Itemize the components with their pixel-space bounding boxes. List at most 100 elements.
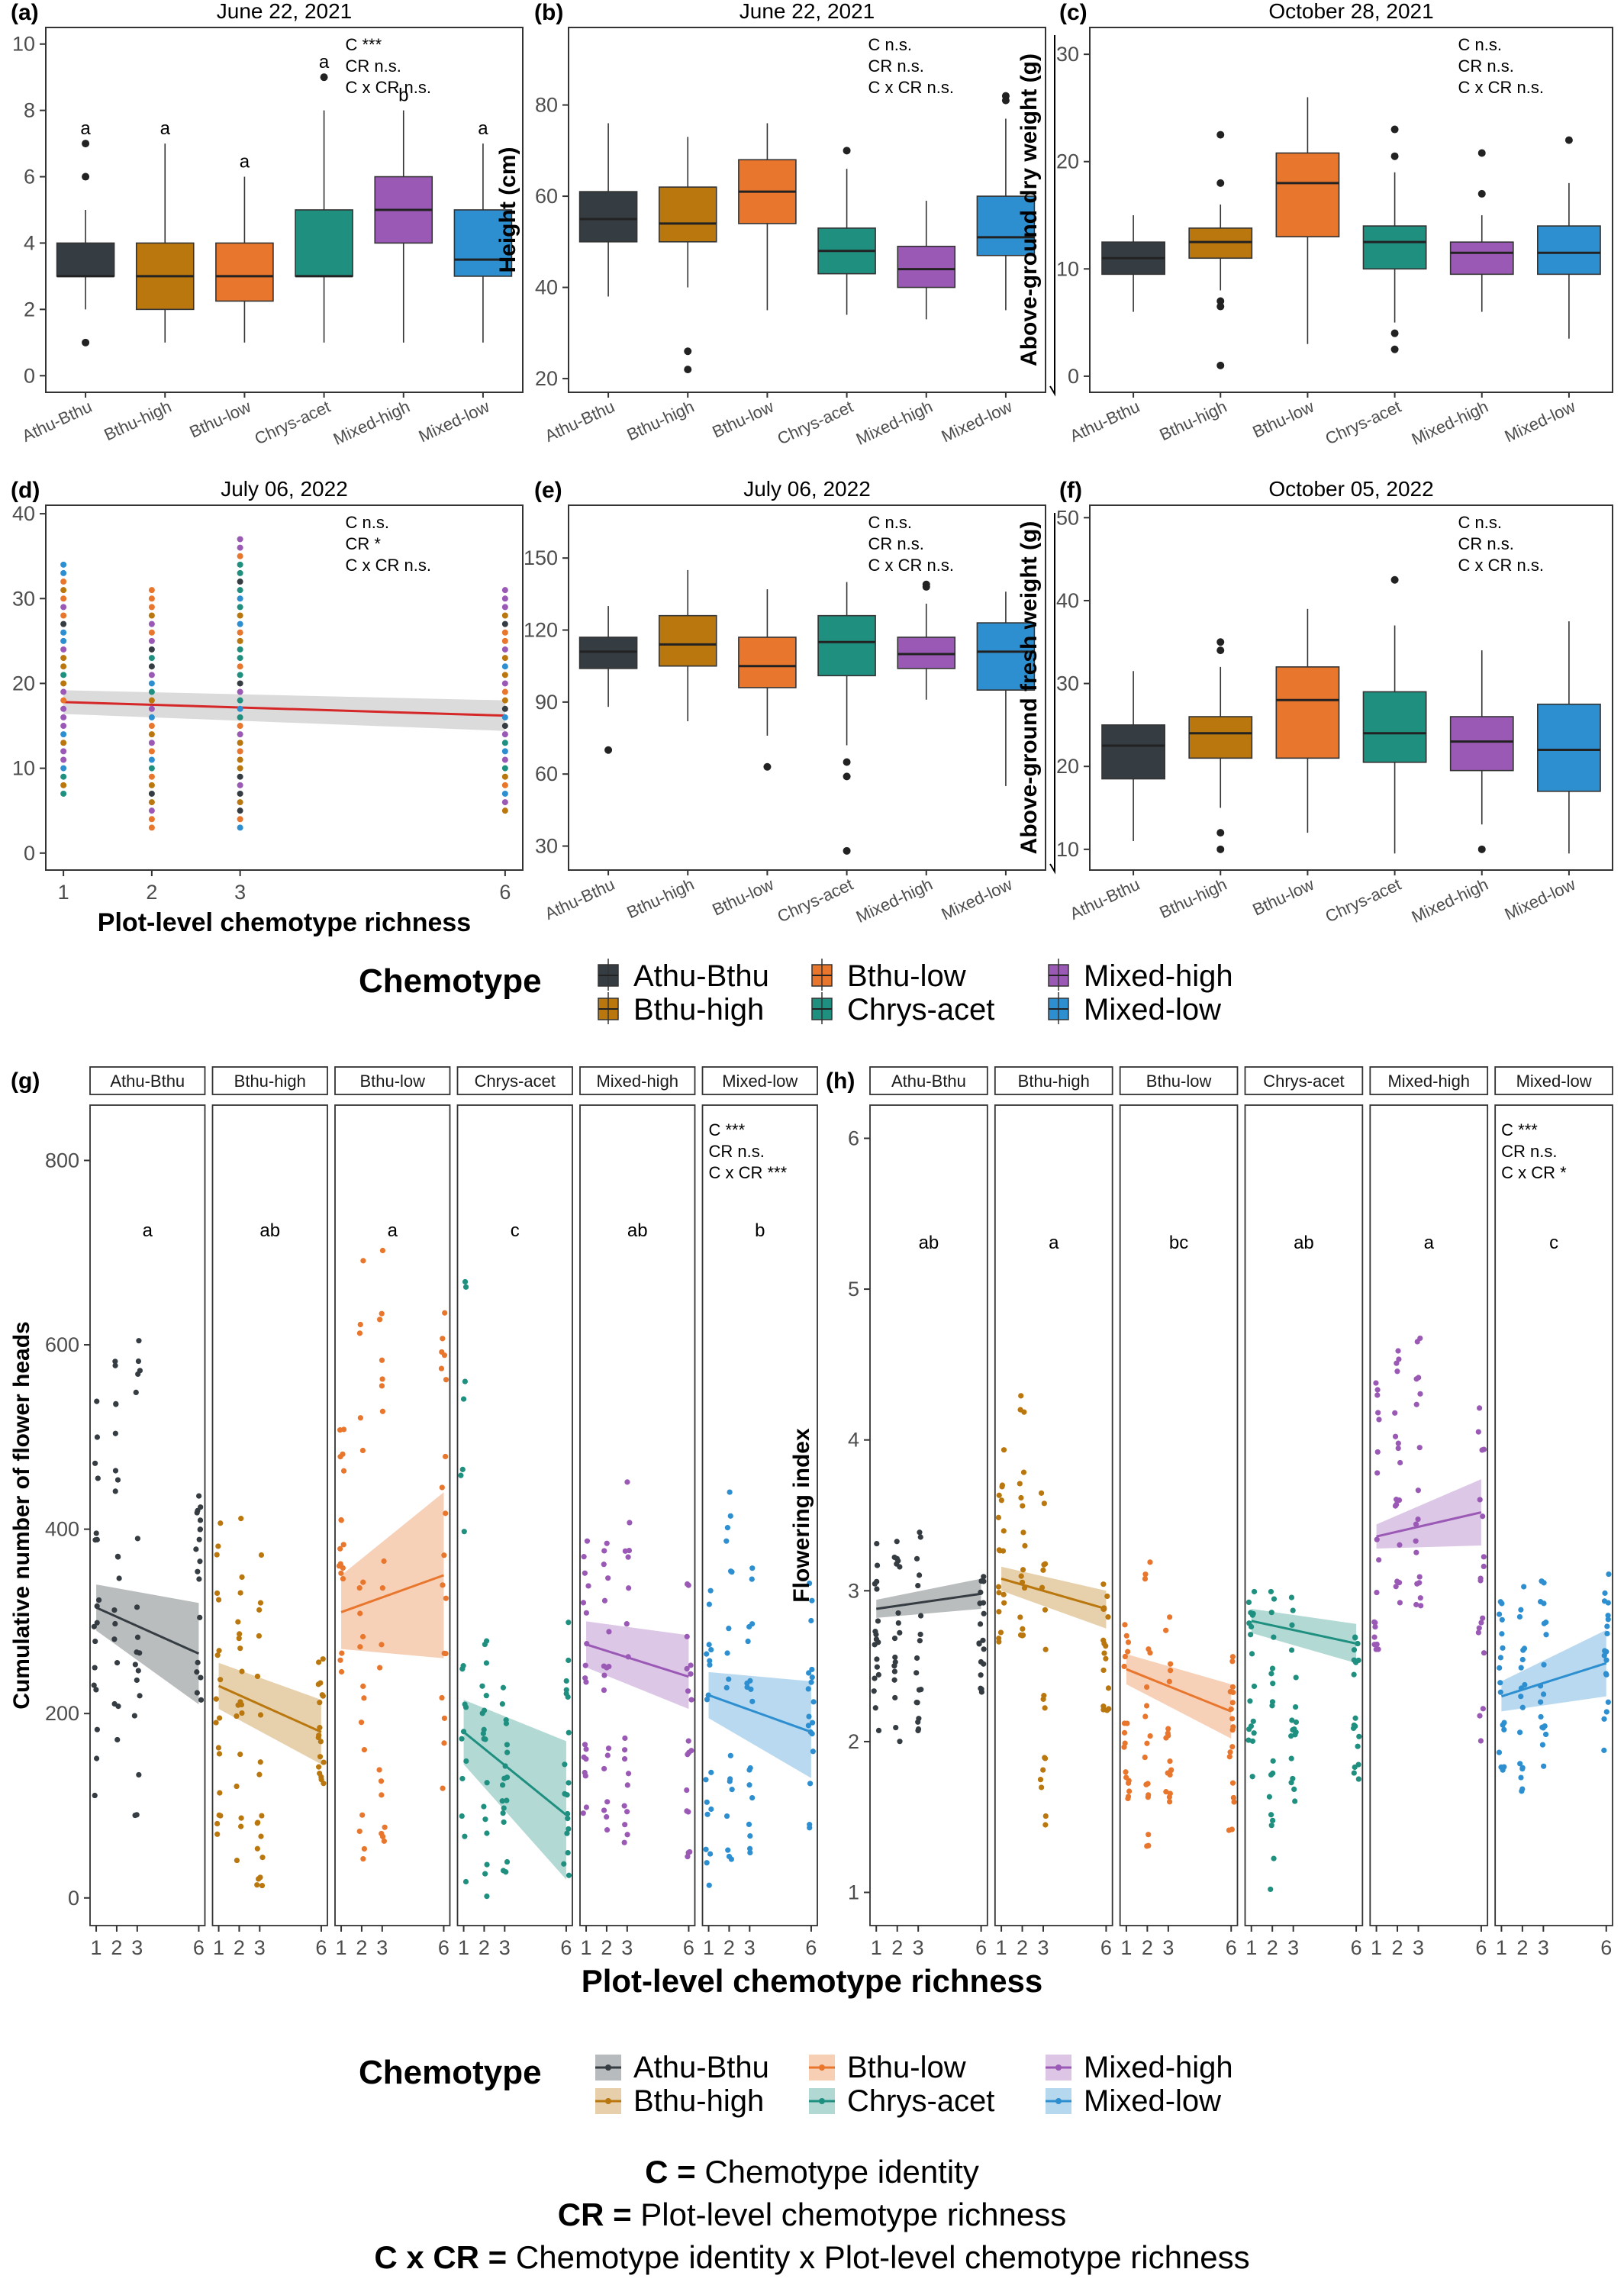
data-point xyxy=(1040,1767,1046,1773)
fit-ci-band xyxy=(708,1671,811,1778)
data-point xyxy=(60,587,67,594)
legend-swatch-dot xyxy=(819,2064,825,2071)
data-point xyxy=(604,1752,611,1758)
data-point xyxy=(112,1488,118,1494)
data-point xyxy=(148,629,155,636)
y-axis-label: Flowering index xyxy=(789,1428,814,1603)
stats-text-line-0: C n.s. xyxy=(1458,35,1502,54)
data-point xyxy=(565,1849,571,1856)
data-point xyxy=(239,1668,245,1674)
data-point xyxy=(237,807,243,814)
data-point xyxy=(92,1665,98,1671)
facet-strip-label: Bthu-low xyxy=(1146,1072,1212,1091)
data-point xyxy=(1394,1501,1400,1507)
y-axis-label: Height (cm) xyxy=(495,147,520,273)
data-point xyxy=(1245,1599,1252,1606)
data-point xyxy=(726,1676,732,1682)
box-body xyxy=(897,245,956,288)
data-point xyxy=(749,1621,756,1627)
data-point xyxy=(875,1618,881,1624)
data-point xyxy=(1124,1720,1130,1726)
data-point xyxy=(997,1548,1003,1554)
data-point xyxy=(1123,1769,1129,1775)
data-point xyxy=(111,1607,118,1613)
data-point xyxy=(1121,1663,1127,1670)
abbreviation-key-term: C = xyxy=(645,2154,704,2190)
data-point xyxy=(114,1660,121,1666)
data-point xyxy=(148,824,155,831)
y-tick-label: 3 xyxy=(848,1579,859,1602)
data-point xyxy=(1038,1490,1045,1496)
box-outlier xyxy=(1216,179,1225,187)
data-point xyxy=(1605,1600,1611,1606)
data-point xyxy=(1144,1684,1150,1691)
data-point xyxy=(237,731,243,738)
data-point xyxy=(980,1637,986,1643)
fit-ci-band xyxy=(1001,1566,1107,1629)
data-point xyxy=(317,1770,323,1777)
x-tick-label: 3 xyxy=(376,1936,388,1959)
data-point xyxy=(810,1720,816,1726)
x-tick-label: 3 xyxy=(744,1936,756,1959)
plot-frame xyxy=(45,27,524,393)
data-point xyxy=(1394,1360,1400,1366)
data-point xyxy=(237,1631,243,1637)
data-point xyxy=(583,1804,590,1810)
facet-Athu-Bthu: Athu-Bthu ab 1 2 3 6 xyxy=(869,1066,988,1959)
data-point xyxy=(501,731,508,738)
data-point xyxy=(237,544,243,551)
data-point xyxy=(708,1806,714,1813)
data-point xyxy=(237,672,243,678)
data-point xyxy=(501,587,508,594)
legend-item-Mixed-low: Mixed-low xyxy=(1084,993,1221,1027)
data-point xyxy=(93,1687,99,1693)
data-point xyxy=(463,1758,469,1765)
data-point xyxy=(501,790,508,797)
legend-swatch-dot xyxy=(1055,2064,1062,2071)
y-tick-label: 4 xyxy=(24,231,35,254)
data-point xyxy=(481,1736,487,1742)
data-point xyxy=(704,1799,710,1805)
data-point xyxy=(1480,1615,1486,1621)
data-point xyxy=(148,637,155,644)
data-point xyxy=(148,646,155,653)
panel-label: (h) xyxy=(826,1068,855,1094)
data-point xyxy=(684,1787,690,1794)
data-point xyxy=(499,1798,505,1804)
data-point xyxy=(604,1665,610,1671)
stats-text-line-0: C *** xyxy=(1501,1120,1538,1139)
data-point xyxy=(254,1845,260,1852)
data-point xyxy=(196,1576,202,1582)
data-point xyxy=(747,1678,753,1684)
data-point xyxy=(1145,1794,1151,1800)
data-point xyxy=(1543,1632,1549,1638)
data-point xyxy=(688,1697,694,1703)
data-point xyxy=(1415,1516,1421,1523)
data-point xyxy=(606,1629,612,1635)
fit-line xyxy=(876,1592,981,1610)
fit-ci-band xyxy=(586,1621,689,1710)
y-tick-label: 20 xyxy=(1056,755,1079,778)
data-point xyxy=(1417,1595,1423,1601)
facet-frame xyxy=(701,1104,818,1926)
data-point xyxy=(443,1651,449,1657)
y-tick-label: 8 xyxy=(24,99,35,122)
x-tick-label: Bthu-low xyxy=(709,875,776,920)
data-point xyxy=(1126,1778,1132,1784)
x-tick-label: 6 xyxy=(1100,1936,1112,1959)
data-point xyxy=(60,714,67,720)
data-point xyxy=(237,756,243,763)
box-body xyxy=(658,186,717,243)
legend-item-Bthu-high: Bthu-high xyxy=(633,993,764,1027)
data-point xyxy=(134,1812,140,1818)
data-point xyxy=(254,1882,260,1888)
facet-frame xyxy=(994,1104,1113,1926)
data-point xyxy=(1541,1580,1547,1586)
data-point xyxy=(238,1815,244,1821)
legend-swatch-dot xyxy=(1055,2098,1062,2104)
data-point xyxy=(1245,1737,1252,1743)
box-body xyxy=(1188,716,1253,759)
data-point xyxy=(1374,1536,1380,1542)
data-point xyxy=(256,1633,263,1639)
data-point xyxy=(1376,1557,1382,1563)
